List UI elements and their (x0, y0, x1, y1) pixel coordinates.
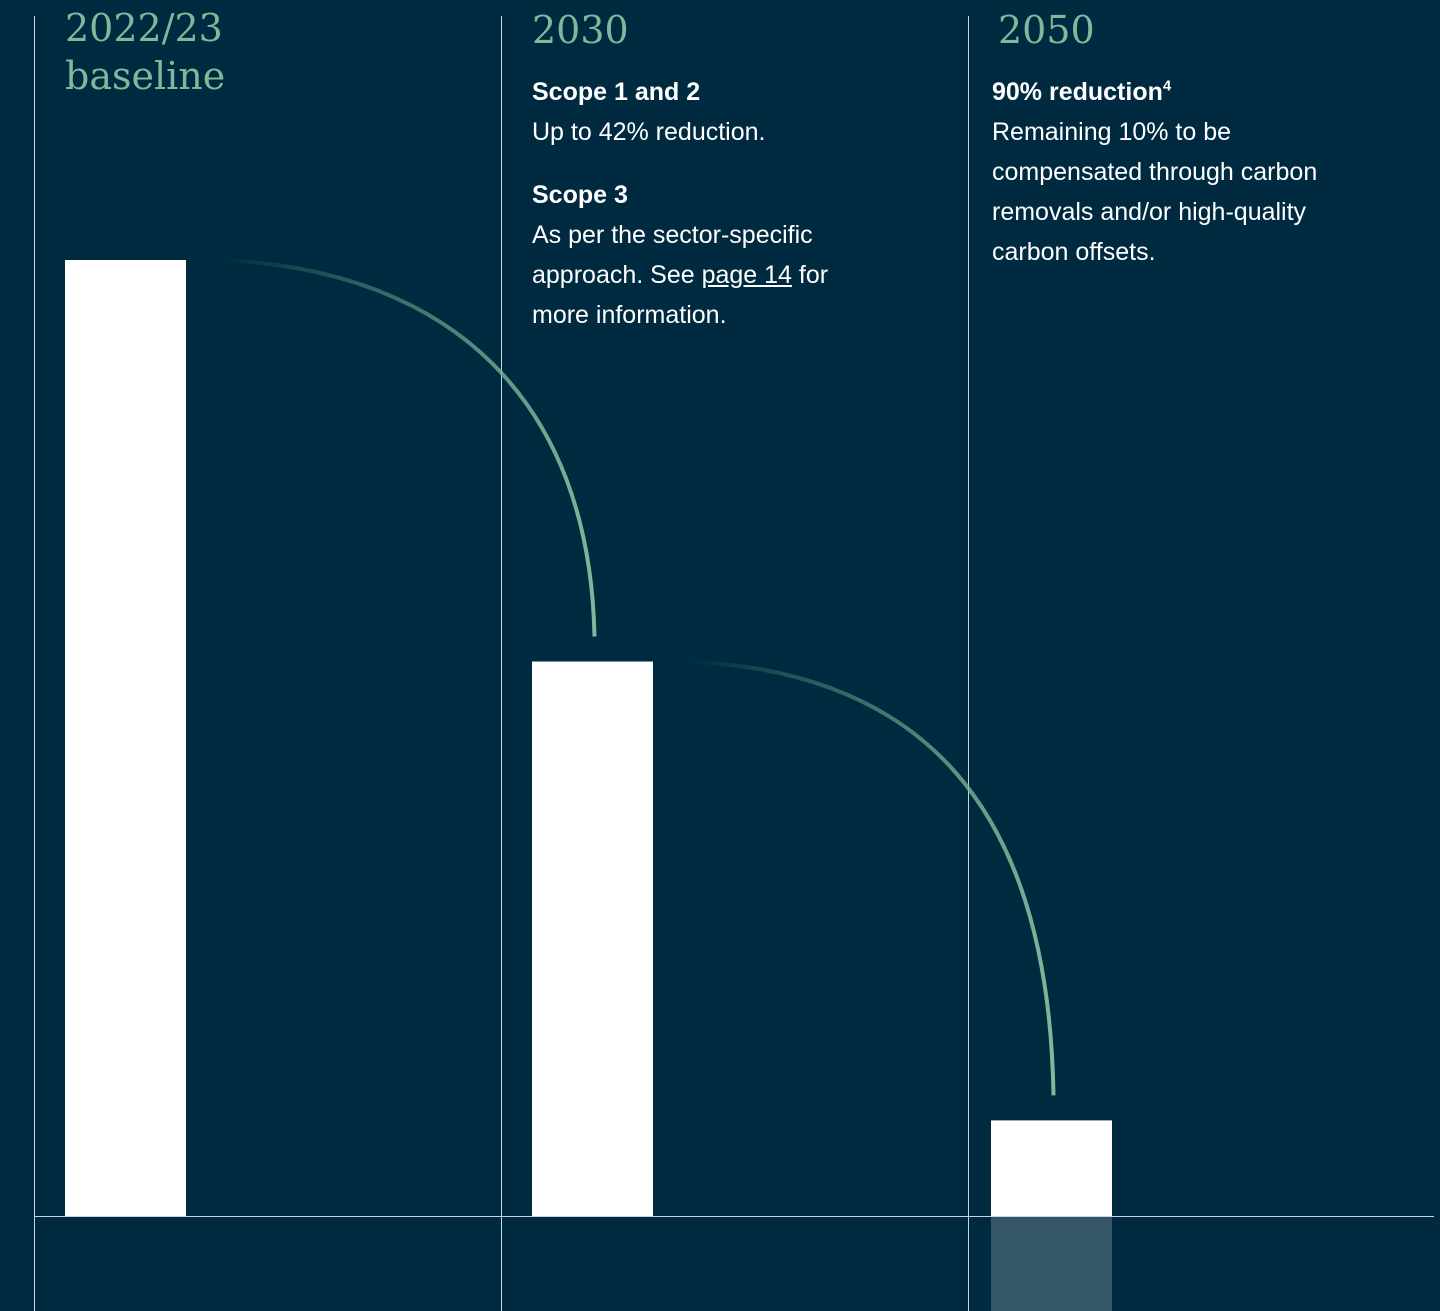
reduction-2050-heading: 90% reduction4 (992, 77, 1172, 106)
bar-1 (65, 260, 186, 1216)
bar-3-below-axis (991, 1216, 1112, 1311)
column-divider-2050 (968, 16, 969, 1311)
reduction-arc-1 (220, 258, 597, 637)
scope-1-2-note: Scope 1 and 2 Up to 42% reduction. (532, 72, 862, 152)
category-label-2050: 2050 (998, 8, 1095, 52)
category-label-2030: 2030 (532, 8, 629, 52)
scope-3-heading: Scope 3 (532, 181, 628, 209)
x-axis-baseline (34, 1216, 1434, 1217)
column-divider-baseline (34, 16, 35, 1311)
bar-2 (532, 661, 653, 1216)
annotation-2050: 90% reduction4 Remaining 10% to be compe… (992, 72, 1322, 272)
reduction-2050-text: Remaining 10% to be compensated through … (992, 118, 1318, 266)
reduction-arc-2 (687, 659, 1056, 1096)
column-divider-2030 (501, 16, 502, 1311)
scope-1-2-heading: Scope 1 and 2 (532, 78, 701, 106)
scope-3-text: As per the sector-specific approach. See… (532, 221, 829, 329)
annotation-2030: Scope 1 and 2 Up to 42% reduction. Scope… (532, 72, 862, 358)
category-label-baseline: 2022/23 baseline (65, 4, 225, 100)
footnote-4[interactable]: 4 (1162, 77, 1172, 95)
page-14-link[interactable]: page 14 (701, 261, 792, 289)
bar-3 (991, 1120, 1112, 1216)
scope-3-note: Scope 3 As per the sector-specific appro… (532, 175, 862, 335)
category-label-baseline-text: 2022/23 baseline (65, 6, 226, 98)
scope-1-2-text: Up to 42% reduction. (532, 118, 766, 146)
